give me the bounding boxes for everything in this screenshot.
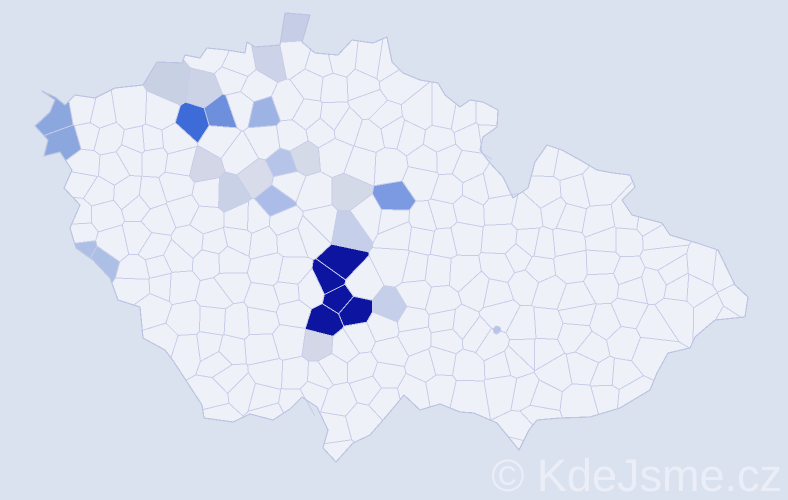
district-marker-layer	[492, 325, 502, 335]
tiny-district-marker[interactable]	[492, 325, 502, 335]
district-cell[interactable]	[220, 130, 260, 176]
district-cell[interactable]	[424, 253, 452, 288]
district-cell[interactable]	[450, 221, 484, 256]
country-border-layer	[34, 12, 749, 463]
country-border	[34, 12, 749, 463]
district-cell[interactable]	[199, 305, 226, 336]
district-cell[interactable]	[615, 227, 644, 258]
district-cell[interactable]	[319, 72, 349, 104]
district-cells-layer	[34, 12, 749, 463]
district-cell[interactable]	[276, 119, 309, 152]
district-cell[interactable]	[344, 255, 385, 301]
watermark: © KdeJsme.cz	[491, 453, 782, 498]
district-cell[interactable]	[223, 301, 250, 340]
watermark-text: © KdeJsme.cz	[491, 450, 782, 500]
